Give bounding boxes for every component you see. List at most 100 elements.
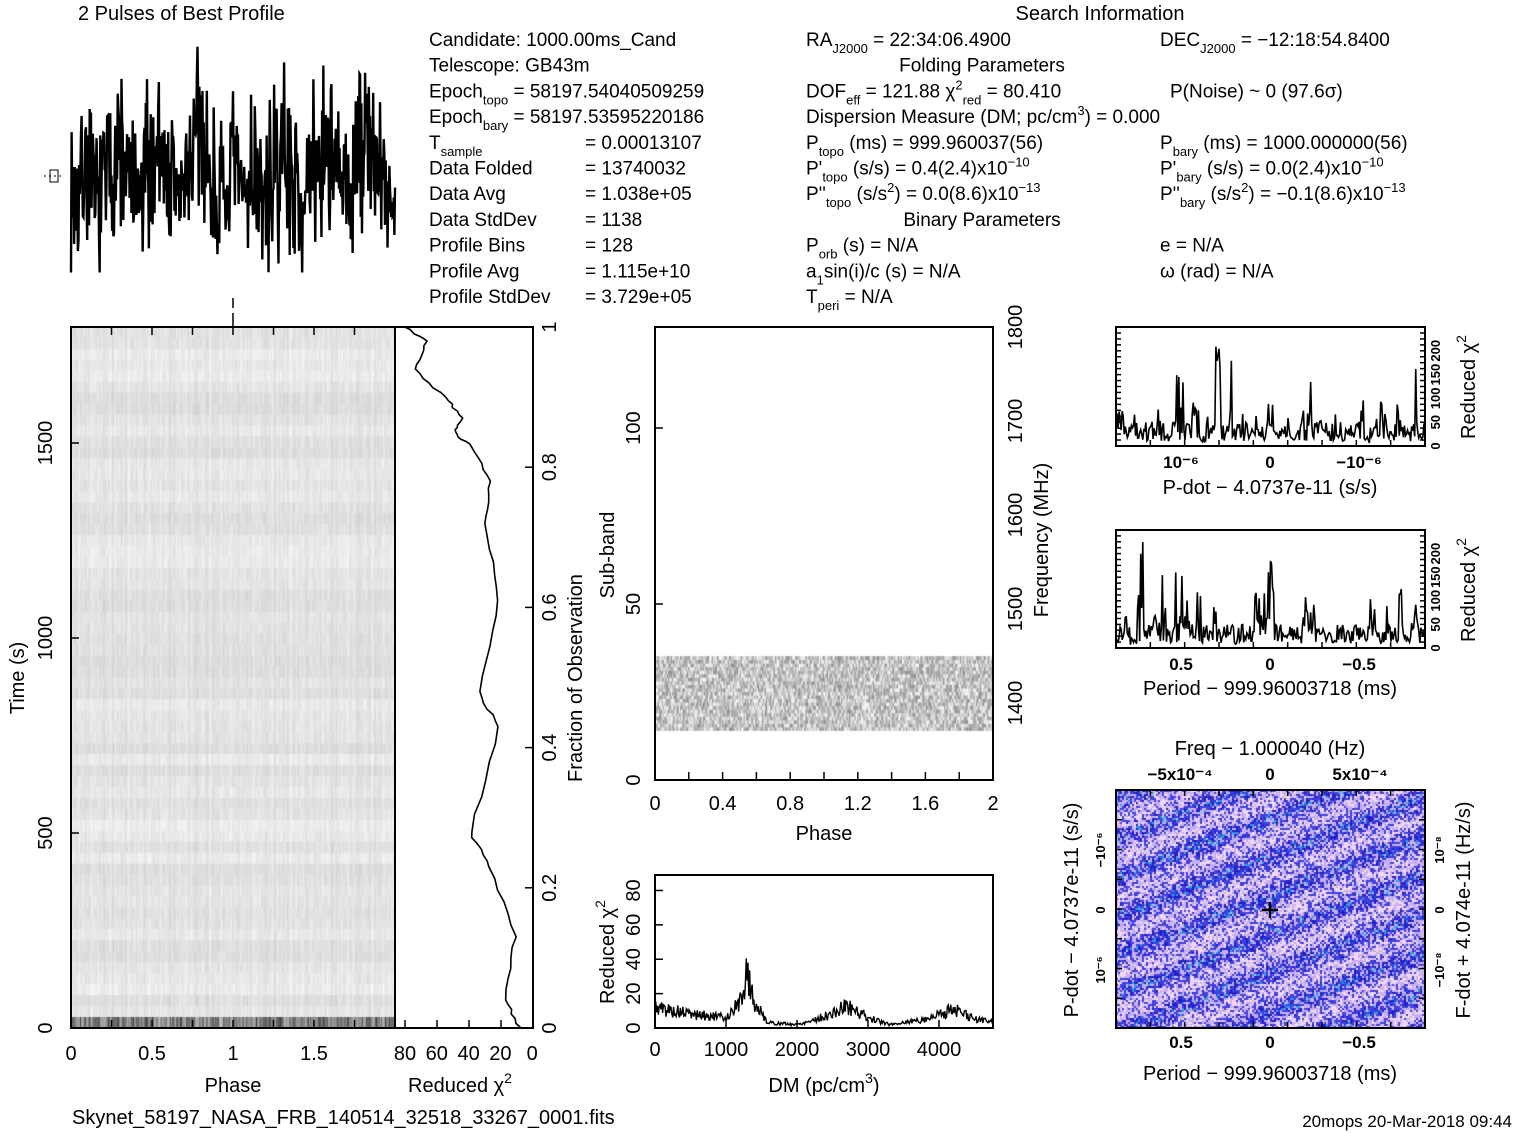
dm-xlabel-sup: 3 — [865, 1070, 873, 1086]
info-seg: P — [806, 236, 819, 257]
info-seg: (ms) = 999.960037(56) — [844, 133, 1043, 154]
info-seg: Profile StdDev — [429, 287, 551, 308]
info-mid: Binary Parameters — [903, 210, 1060, 231]
subband-y2tick-label: 1500 — [1005, 587, 1027, 632]
info-seg: (s/s) = 0.0(2.4)x10 — [1202, 159, 1362, 180]
info-left-label: Data Folded — [429, 159, 533, 180]
time-phase-frame — [70, 326, 396, 1029]
info-seg: Profile Bins — [429, 236, 525, 257]
subband-ytick-label: 0 — [623, 774, 645, 785]
best-fit-marker-icon — [1262, 902, 1278, 918]
info-seg: 2 — [955, 77, 962, 92]
info-left-value: = 128 — [585, 236, 633, 257]
info-seg: Data StdDev — [429, 210, 537, 231]
ppdot-xtick-label: 0.5 — [1169, 1033, 1193, 1052]
info-seg: topo — [822, 170, 847, 185]
ppdot-ylabel: P-dot − 4.0737e-11 (s/s) — [1061, 803, 1083, 1018]
info-seg: = 58197.53595220186 — [508, 107, 704, 128]
info-left-label: Tsample — [429, 133, 483, 159]
ppdot-x2tick-label: −5x10⁻⁴ — [1147, 765, 1212, 784]
info-seg: −13 — [1384, 180, 1406, 195]
tp-xtick-label: 1.5 — [300, 1043, 328, 1065]
info-seg: = 80.410 — [981, 81, 1061, 102]
info-left-label: Epochtopo = 58197.54040509259 — [429, 81, 704, 107]
info-seg: (s/s — [1205, 184, 1241, 205]
ppdot-ytick-label: 10⁻⁶ — [1093, 956, 1108, 983]
chi-time-xlabel: Reduced χ2 — [408, 1070, 512, 1097]
subband-heatmap — [655, 327, 993, 780]
subband-y2tick-label: 1600 — [1005, 493, 1027, 538]
ppdot-y2tick-label: 10⁻⁸ — [1432, 836, 1447, 863]
ppdot-title: Freq − 1.000040 (Hz) — [1175, 738, 1366, 760]
info-mid: Porb (s) = N/A — [806, 236, 919, 262]
info-seg: (s/s — [851, 184, 887, 205]
info-seg: = −12:18:54.8400 — [1236, 30, 1390, 51]
ppdot-x2tick-label: 0 — [1265, 765, 1274, 784]
info-right: ω (rad) = N/A — [1160, 261, 1274, 282]
pdot-ytick-label: 0 — [1428, 442, 1443, 449]
tp-xtick-label: 0 — [65, 1043, 76, 1065]
dm-curve — [654, 958, 994, 1028]
info-seg: = 58197.54040509259 — [508, 81, 704, 102]
info-seg: = 22:34:06.4900 — [868, 30, 1011, 51]
ppdot-xlabel: Period − 999.96003718 (ms) — [1143, 1063, 1397, 1085]
subband-frame — [654, 326, 994, 781]
info-right: e = N/A — [1160, 236, 1224, 257]
ppdot-xtick-label: 0 — [1265, 1033, 1274, 1052]
info-seg: (ms) = 1000.000000(56) — [1198, 133, 1408, 154]
info-seg: 1 — [817, 272, 824, 287]
dm-ylabel-sup: 2 — [592, 900, 608, 908]
period-ytick-label: 50 — [1428, 617, 1443, 631]
info-seg: bary — [1180, 195, 1206, 210]
chi-time-xtick-label: 20 — [489, 1043, 511, 1065]
info-seg: RA — [806, 30, 833, 51]
info-left-value: = 0.00013107 — [585, 133, 702, 154]
dm-ylabel: Reduced χ2 — [592, 900, 619, 1004]
info-seg: ) = 0.000 — [1085, 107, 1161, 128]
info-left-value: = 1.038e+05 — [585, 184, 692, 205]
info-mid: RAJ2000 = 22:34:06.4900 — [806, 30, 1011, 56]
info-seg: Binary Parameters — [903, 210, 1060, 231]
info-left-value: = 3.729e+05 — [585, 287, 692, 308]
tp-ytick-label: 500 — [35, 816, 57, 849]
profile-title: 2 Pulses of Best Profile — [78, 3, 285, 25]
period-line — [1115, 542, 1426, 646]
chi-time-xlabel-sup: 2 — [504, 1070, 512, 1086]
info-seg: T — [806, 287, 818, 308]
info-seg: orb — [819, 247, 838, 262]
period-xtick-label: 0.5 — [1169, 655, 1193, 674]
info-seg: P — [1160, 133, 1173, 154]
chi-time-ytick-label: 0.6 — [539, 593, 561, 621]
ppdot-y2tick-label: −10⁻⁸ — [1432, 952, 1447, 987]
time-phase-heatmap — [71, 327, 395, 1028]
pdot-xtick-label: 10⁻⁶ — [1163, 453, 1199, 472]
info-seg: Dispersion Measure (DM; pc/cm — [806, 107, 1077, 128]
chi-time-frame — [394, 326, 534, 1029]
subband-y2tick-label: 1700 — [1005, 399, 1027, 444]
pdot-line — [1115, 346, 1426, 444]
info-seg: bary — [483, 118, 509, 133]
period-ytick-label: 100 — [1428, 590, 1443, 612]
period-ylabel-text: Reduced χ — [1458, 545, 1480, 642]
info-seg: eff — [846, 92, 861, 107]
dm-xtick-label: 3000 — [846, 1039, 891, 1061]
dm-frame — [654, 874, 994, 1029]
info-seg: (s/s) = 0.4(2.4)x10 — [848, 159, 1008, 180]
pdot-ylabel-sup: 2 — [1453, 335, 1469, 343]
dm-xlabel-text: DM (pc/cm — [768, 1075, 865, 1097]
info-seg: ω (rad) = N/A — [1160, 261, 1274, 282]
chi-time-ytick-label: 1 — [539, 321, 561, 332]
chi-time-xtick-label: 80 — [394, 1043, 416, 1065]
info-seg: T — [429, 133, 441, 154]
chi-time-xtick-label: 40 — [457, 1043, 479, 1065]
period-ytick-label: 0 — [1428, 644, 1443, 651]
info-seg: bary — [1173, 144, 1199, 159]
chi-time-xtick-label: 0 — [527, 1043, 538, 1065]
pdot-xlabel: P-dot − 4.0737e-11 (s/s) — [1163, 477, 1378, 499]
info-seg: Data Avg — [429, 184, 506, 205]
dm-ytick-label: 20 — [623, 982, 645, 1004]
subband-xtick-label: 2 — [987, 793, 998, 815]
info-seg: DOF — [806, 81, 846, 102]
tp-xtick-label: 1 — [227, 1043, 238, 1065]
